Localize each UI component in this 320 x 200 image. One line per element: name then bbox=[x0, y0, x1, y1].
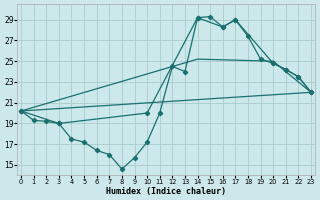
X-axis label: Humidex (Indice chaleur): Humidex (Indice chaleur) bbox=[106, 187, 226, 196]
